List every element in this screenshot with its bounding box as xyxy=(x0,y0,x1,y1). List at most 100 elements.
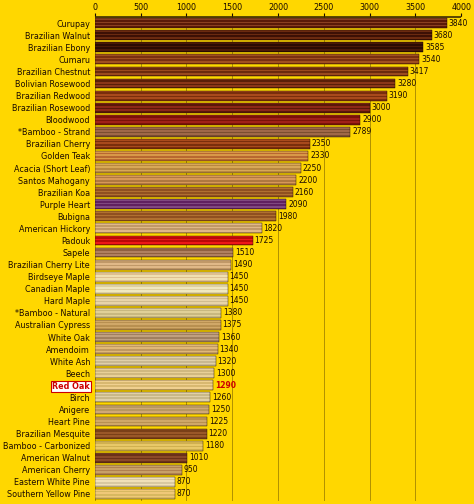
Bar xyxy=(95,56,419,58)
Bar xyxy=(95,42,423,52)
Bar xyxy=(95,406,210,408)
Bar xyxy=(95,141,310,142)
Bar xyxy=(95,67,408,68)
Bar xyxy=(95,111,370,112)
Bar xyxy=(95,115,361,124)
Bar xyxy=(95,23,447,25)
Bar xyxy=(95,254,233,256)
Bar xyxy=(95,420,207,421)
Bar xyxy=(95,344,218,354)
Text: 1450: 1450 xyxy=(229,296,249,305)
Bar xyxy=(95,405,210,414)
Bar xyxy=(95,106,370,108)
Bar xyxy=(95,470,182,471)
Bar xyxy=(95,471,182,473)
Bar xyxy=(95,444,203,446)
Bar xyxy=(95,435,207,437)
Bar xyxy=(95,313,221,314)
Bar xyxy=(95,314,221,316)
Bar xyxy=(95,359,216,361)
Bar xyxy=(95,50,423,52)
Bar xyxy=(95,489,174,499)
Bar xyxy=(95,178,296,180)
Bar xyxy=(95,332,219,342)
Bar xyxy=(95,247,233,258)
Bar xyxy=(95,287,228,289)
Bar xyxy=(95,32,432,34)
Bar xyxy=(95,61,419,62)
Bar xyxy=(95,154,308,156)
Bar xyxy=(95,268,231,270)
Bar xyxy=(95,477,174,487)
Text: 3540: 3540 xyxy=(421,55,440,64)
Bar xyxy=(95,163,301,173)
Bar xyxy=(95,91,387,101)
Bar xyxy=(95,132,350,134)
Bar xyxy=(95,177,296,178)
Bar xyxy=(95,54,419,65)
Bar xyxy=(95,485,174,487)
Bar xyxy=(95,461,187,463)
Bar xyxy=(95,87,395,89)
Bar xyxy=(95,70,408,72)
Bar xyxy=(95,328,221,330)
Bar xyxy=(95,159,308,161)
Bar xyxy=(95,394,210,396)
Bar xyxy=(95,139,310,141)
Bar xyxy=(95,183,296,185)
Bar xyxy=(95,337,219,339)
Bar xyxy=(95,322,221,324)
Bar xyxy=(95,260,231,261)
Bar xyxy=(95,58,419,59)
Bar xyxy=(95,30,432,32)
Bar xyxy=(95,327,221,328)
Bar xyxy=(95,213,276,215)
Bar xyxy=(95,467,182,468)
Bar xyxy=(95,446,203,448)
Bar xyxy=(95,171,301,173)
Bar xyxy=(95,296,228,306)
Text: 1180: 1180 xyxy=(205,441,224,450)
Bar xyxy=(95,239,253,240)
Bar xyxy=(95,235,253,237)
Bar xyxy=(95,497,174,499)
Bar xyxy=(95,223,262,233)
Bar xyxy=(95,22,447,23)
Bar xyxy=(95,494,174,495)
Bar xyxy=(95,121,361,123)
Bar xyxy=(95,361,216,363)
Bar xyxy=(95,409,210,411)
Bar xyxy=(95,247,233,249)
Bar xyxy=(95,42,423,44)
Text: 2250: 2250 xyxy=(303,163,322,172)
Bar xyxy=(95,49,423,50)
Bar xyxy=(95,273,228,275)
Bar xyxy=(95,492,174,494)
Bar xyxy=(95,284,228,285)
Bar xyxy=(95,187,293,197)
Bar xyxy=(95,20,447,22)
Bar xyxy=(95,453,187,463)
Bar xyxy=(95,127,350,129)
Bar xyxy=(95,482,174,483)
Bar xyxy=(95,495,174,497)
Text: 1490: 1490 xyxy=(233,260,253,269)
Text: 1260: 1260 xyxy=(212,393,231,402)
Bar xyxy=(95,228,262,230)
Bar xyxy=(95,144,310,146)
Bar xyxy=(95,46,423,47)
Bar xyxy=(95,468,182,470)
Bar xyxy=(95,405,210,406)
Bar xyxy=(95,375,214,376)
Text: 1380: 1380 xyxy=(223,308,242,318)
Bar xyxy=(95,465,182,475)
Text: 3840: 3840 xyxy=(448,19,468,28)
Bar xyxy=(95,151,308,161)
Bar xyxy=(95,398,210,399)
Bar xyxy=(95,216,276,218)
Bar xyxy=(95,411,210,413)
Bar xyxy=(95,123,361,124)
Bar xyxy=(95,263,231,265)
Bar xyxy=(95,266,231,268)
Bar xyxy=(95,371,214,373)
